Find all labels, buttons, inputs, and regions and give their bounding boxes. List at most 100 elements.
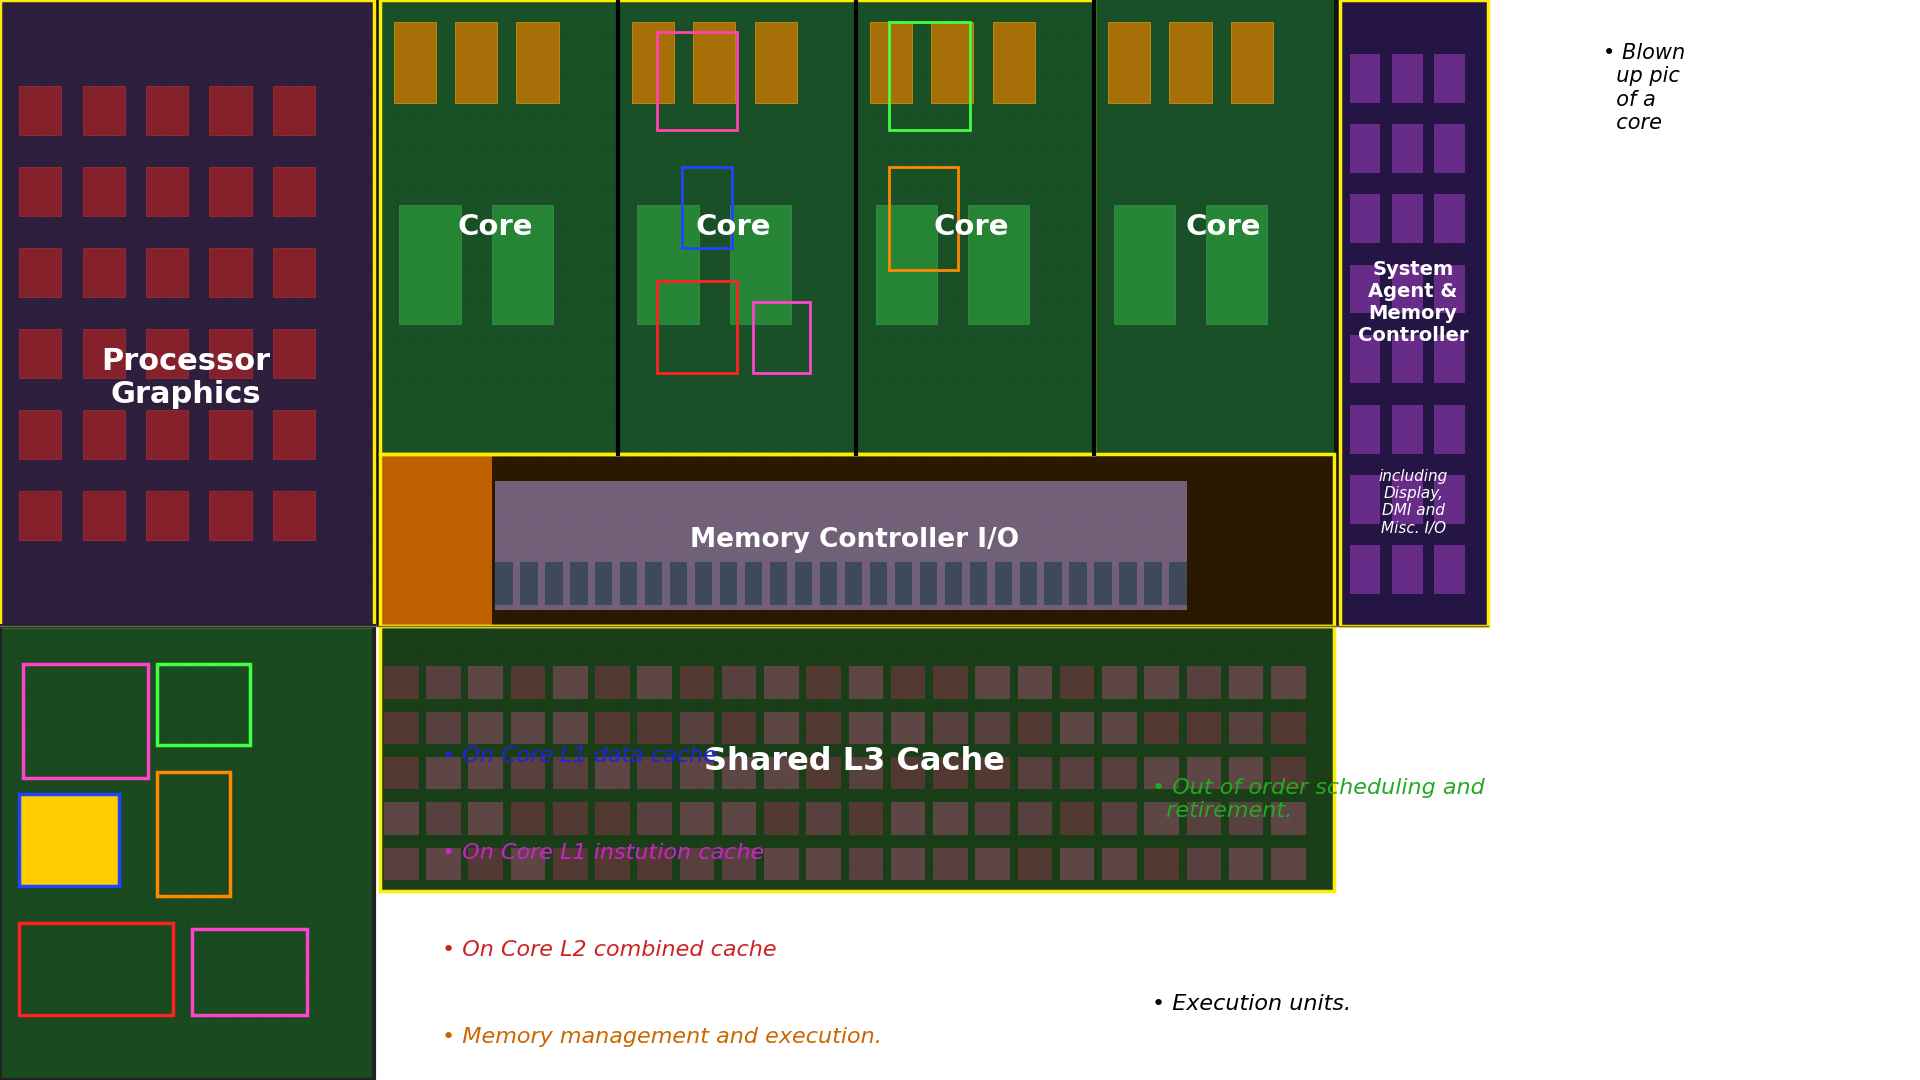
Bar [595,666,630,699]
Bar [820,562,837,605]
Bar [1102,712,1137,744]
Bar [1206,205,1267,324]
Bar [273,491,315,540]
Bar [933,666,968,699]
Bar [849,712,883,744]
Bar [889,167,958,270]
Bar [511,848,545,880]
Bar [680,848,714,880]
Bar [1018,848,1052,880]
Bar [720,562,737,605]
Bar [680,666,714,699]
Bar [1229,712,1263,744]
Bar [380,0,618,454]
Bar [637,666,672,699]
Bar [209,248,252,297]
Bar [920,562,937,605]
Bar [632,22,674,103]
Bar [755,22,797,103]
Bar [1102,848,1137,880]
Bar [19,248,61,297]
Bar [1144,757,1179,789]
Bar [1144,712,1179,744]
Bar [891,848,925,880]
Bar [468,712,503,744]
Text: • Blown
  up pic
  of a
  core: • Blown up pic of a core [1603,43,1686,133]
Text: • On Core L1 data cache: • On Core L1 data cache [442,746,716,766]
Bar [595,562,612,605]
Bar [83,410,125,459]
Bar [511,712,545,744]
Bar [722,802,756,835]
Bar [1187,712,1221,744]
Bar [1434,405,1465,454]
Bar [399,205,461,324]
Bar [1229,757,1263,789]
Bar [384,848,419,880]
Bar [83,167,125,216]
Bar [1018,666,1052,699]
Bar [394,22,436,103]
Bar [1434,194,1465,243]
Bar [1350,475,1380,524]
Bar [1350,545,1380,594]
Bar [495,562,513,605]
Bar [595,848,630,880]
Bar [553,666,588,699]
Bar [1169,562,1187,605]
Bar [553,712,588,744]
Bar [722,848,756,880]
Bar [1392,194,1423,243]
Bar [637,205,699,324]
Bar [209,410,252,459]
Bar [889,22,970,130]
Bar [970,562,987,605]
Text: including
Display,
DMI and
Misc. I/O: including Display, DMI and Misc. I/O [1379,469,1448,536]
Bar [933,712,968,744]
Bar [845,562,862,605]
Bar [975,848,1010,880]
Text: • Out of order scheduling and
  retirement.: • Out of order scheduling and retirement… [1152,778,1484,821]
Bar [146,167,188,216]
Bar [849,802,883,835]
Bar [1187,848,1221,880]
Bar [0,626,374,1080]
Bar [975,666,1010,699]
Bar [545,562,563,605]
Bar [595,712,630,744]
Bar [23,664,148,778]
Bar [19,329,61,378]
Bar [273,167,315,216]
Bar [1271,666,1306,699]
Bar [146,329,188,378]
Bar [520,562,538,605]
Text: Core: Core [457,213,534,241]
Bar [722,666,756,699]
Bar [1231,22,1273,103]
Text: • On Core L2 combined cache: • On Core L2 combined cache [442,941,776,960]
Bar [975,802,1010,835]
Bar [384,757,419,789]
Bar [426,712,461,744]
Bar [83,491,125,540]
Bar [1392,475,1423,524]
Bar [1020,562,1037,605]
Bar [1187,757,1221,789]
Bar [1271,712,1306,744]
Bar [1434,265,1465,313]
Bar [1044,562,1062,605]
Bar [637,712,672,744]
Bar [1187,666,1221,699]
Bar [891,712,925,744]
Bar [19,410,61,459]
Bar [730,205,791,324]
Bar [570,562,588,605]
Bar [1102,802,1137,835]
Bar [1229,848,1263,880]
Bar [993,22,1035,103]
Bar [795,562,812,605]
Bar [1114,205,1175,324]
Text: Core: Core [695,213,772,241]
Bar [764,712,799,744]
Bar [495,481,1187,610]
